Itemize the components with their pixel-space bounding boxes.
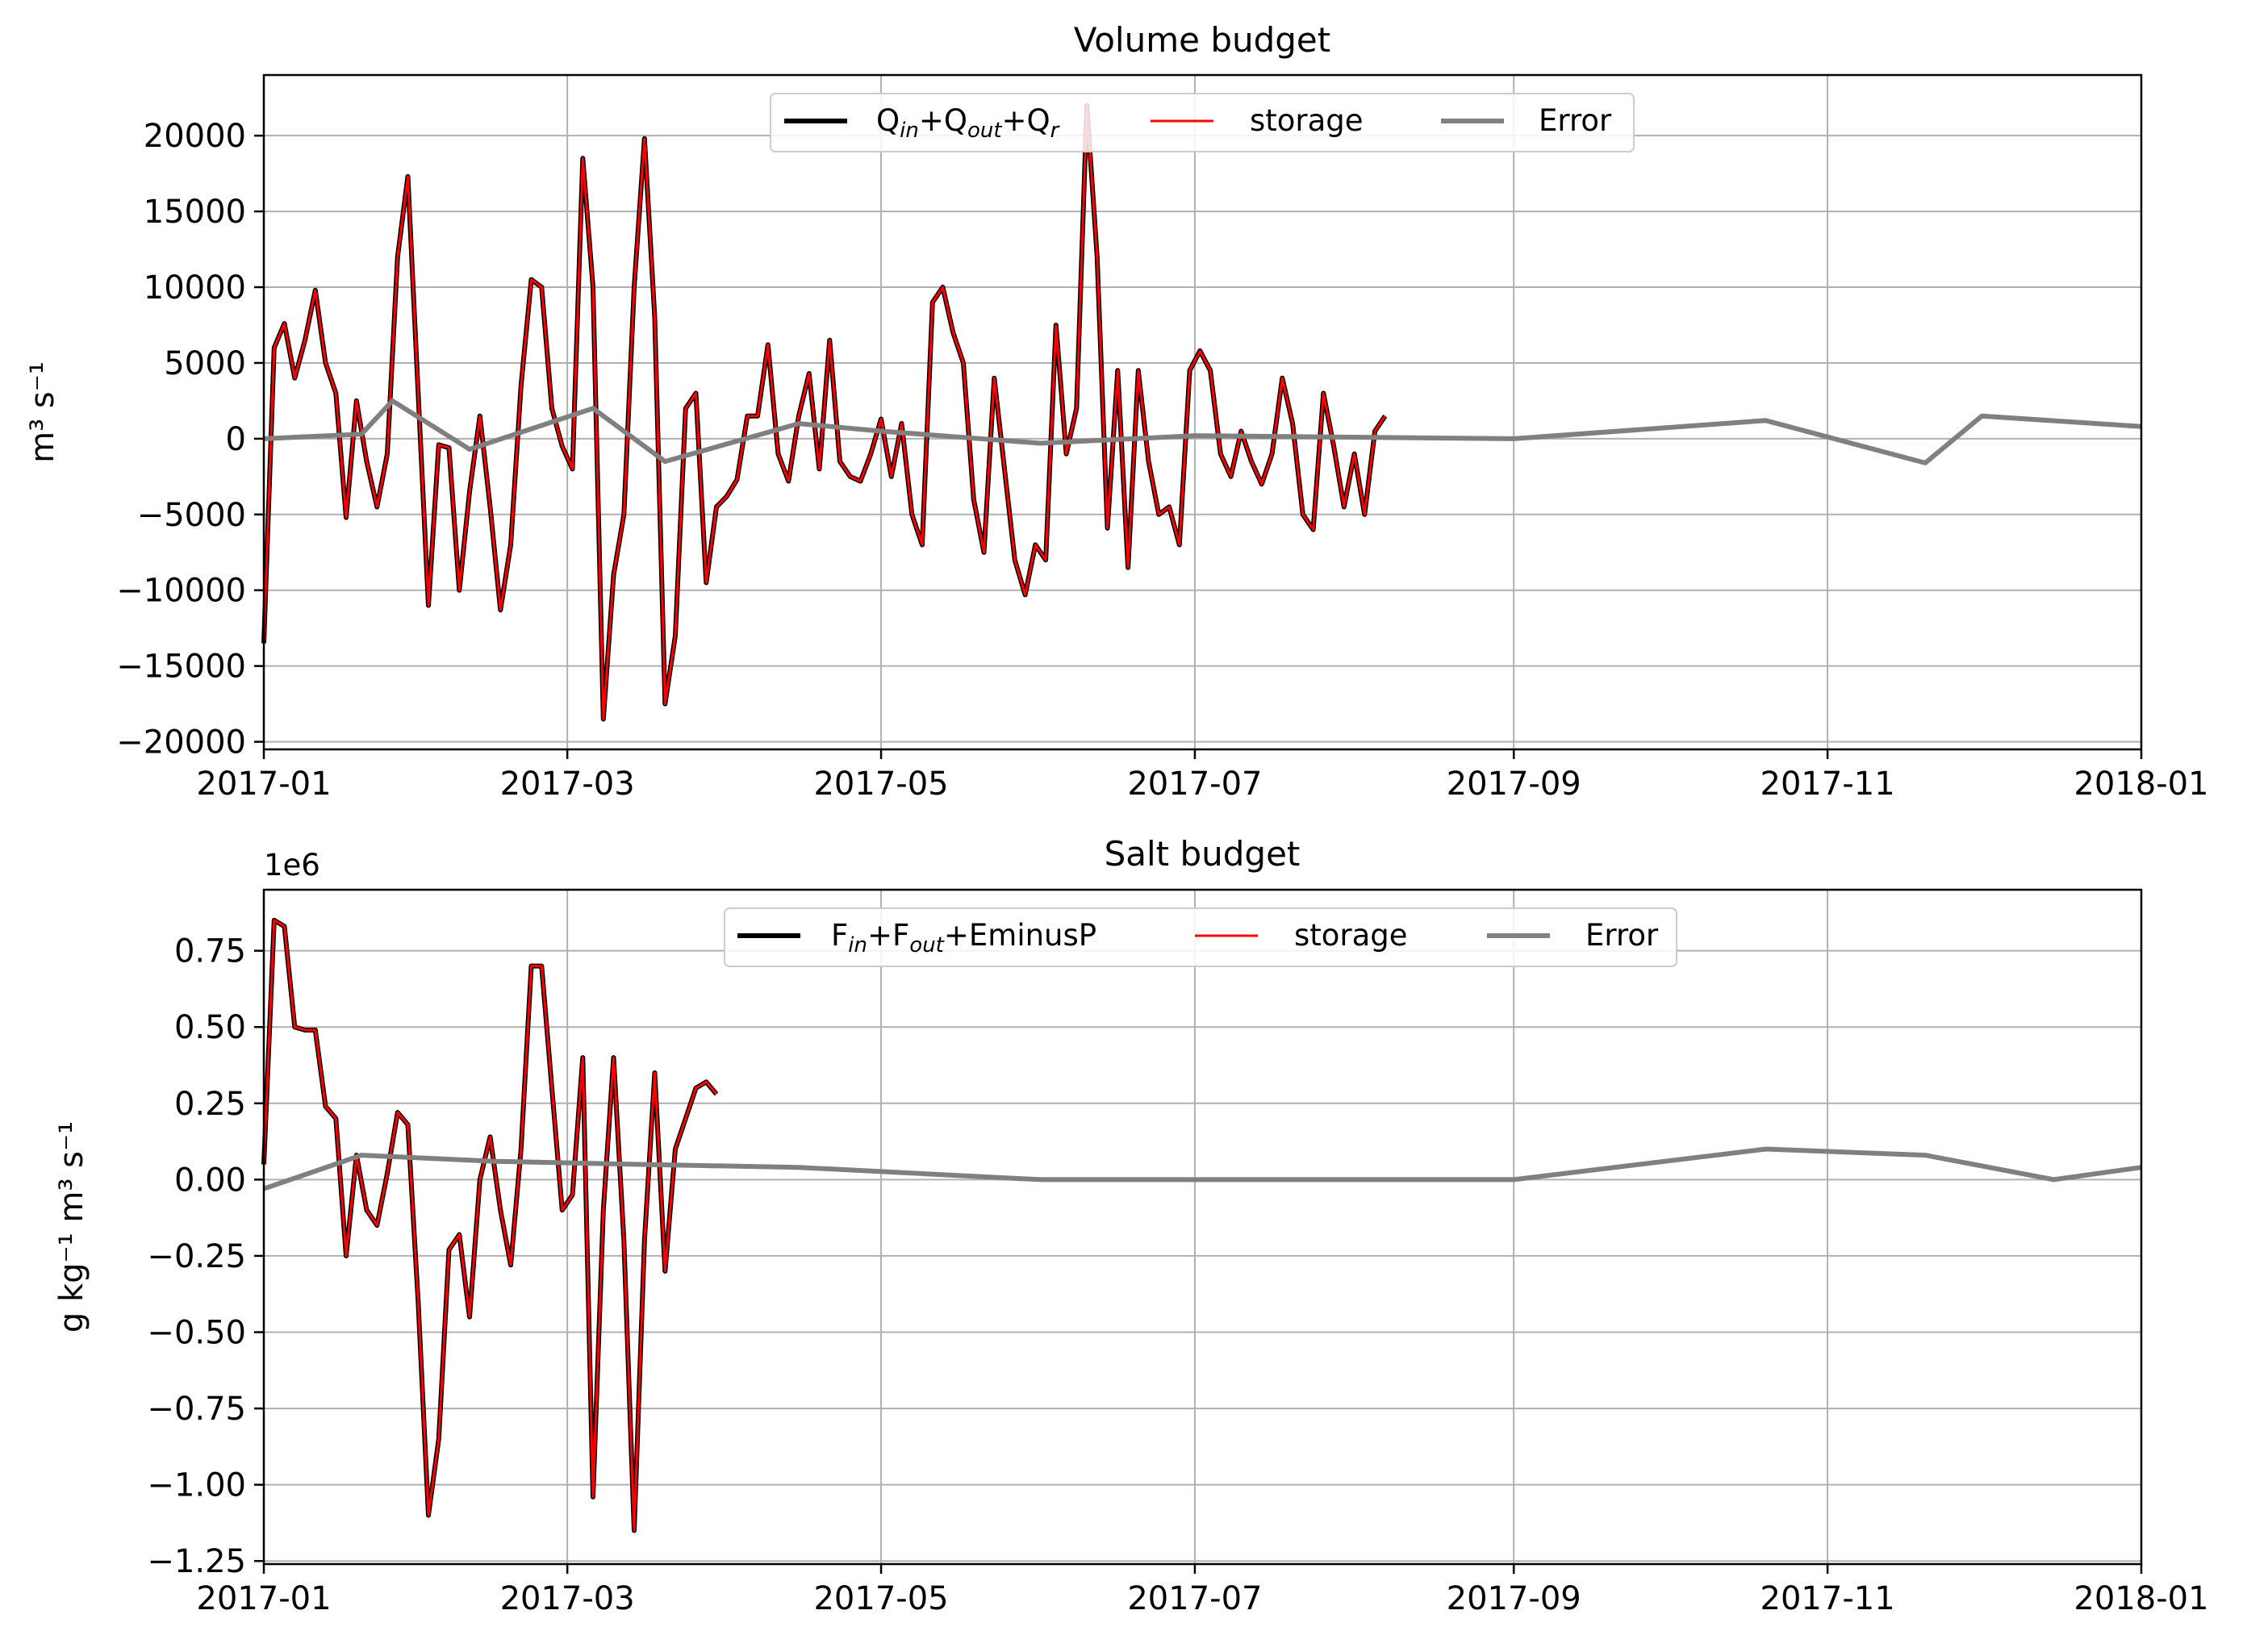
salt-ytick-label: −0.50 [147, 1315, 246, 1352]
salt-legend: Fin+Fout+EminusP storage Error [724, 907, 1677, 967]
volume-ytick-label: 15000 [144, 194, 246, 231]
salt-ytick-label: −1.00 [147, 1467, 246, 1504]
salt-series-storage [262, 919, 718, 1532]
volume-gridlines [263, 75, 2142, 749]
salt-ytick-label: −0.25 [147, 1238, 246, 1275]
salt-series-error [263, 1146, 2142, 1191]
salt-ytick-label: −1.25 [147, 1543, 246, 1580]
salt-xtick-label: 2017-07 [1127, 1580, 1262, 1617]
salt-gridlines [263, 890, 2142, 1564]
salt-xtick-label: 2017-05 [813, 1580, 948, 1617]
salt-xtick-label: 2017-09 [1447, 1580, 1581, 1617]
volume-legend-label-storage: storage [1250, 103, 1364, 138]
volume-y-axis-label: m³ s⁻¹ [24, 361, 61, 463]
salt-legend-label-storage: storage [1294, 918, 1408, 953]
salt-xtick-label: 2018-01 [2074, 1580, 2208, 1617]
salt-title: Salt budget [1105, 834, 1301, 874]
volume-xtick-label: 2017-05 [813, 766, 948, 803]
volume-ytick-label: 10000 [144, 269, 246, 307]
volume-y-ticks: −20000 −15000 −10000 −5000 0 5000 10000 15000 20… [116, 118, 264, 761]
salt-panel: Salt budget 1e6 −1.25 −1.00 −0.75 −0.50 −0.2… [53, 834, 2209, 1617]
volume-ytick-label: −5000 [137, 497, 246, 534]
volume-series-error [263, 398, 2142, 465]
salt-y-axis-label: g kg⁻¹ m³ s⁻¹ [53, 1121, 90, 1333]
salt-xtick-label: 2017-01 [196, 1580, 331, 1617]
volume-series-storage [262, 104, 1387, 720]
volume-ytick-label: −15000 [116, 649, 246, 686]
volume-ytick-label: 20000 [144, 118, 246, 155]
volume-xtick-label: 2017-11 [1760, 766, 1895, 803]
volume-ytick-label: 5000 [164, 345, 246, 382]
volume-xtick-label: 2018-01 [2074, 766, 2208, 803]
volume-ytick-label: −10000 [116, 573, 246, 610]
salt-x-ticks: 2017-01 2017-03 2017-05 2017-07 2017-09 2017-… [196, 1564, 2209, 1617]
volume-xtick-label: 2017-07 [1127, 766, 1262, 803]
volume-legend: Qin+Qout+Qr storage Error [770, 93, 1635, 152]
volume-ytick-label: 0 [226, 421, 246, 458]
volume-legend-label-combined: Qin+Qout+Qr [876, 103, 1061, 143]
volume-axes-frame [262, 73, 2143, 751]
volume-panel: Volume budget −20000 −15000 −10000 −5000 0 50… [24, 20, 2209, 803]
salt-offset-label: 1e6 [264, 848, 320, 882]
volume-series-group [261, 102, 2142, 722]
salt-ytick-label: 0.25 [174, 1086, 246, 1123]
volume-x-ticks: 2017-01 2017-03 2017-05 2017-07 2017-09 2017-… [196, 749, 2209, 803]
salt-legend-box [724, 907, 1677, 967]
volume-legend-label-error: Error [1539, 103, 1612, 138]
salt-ytick-label: 0.50 [174, 1009, 246, 1046]
salt-ytick-label: 0.75 [174, 933, 246, 970]
salt-xtick-label: 2017-11 [1760, 1580, 1895, 1617]
salt-legend-label-error: Error [1585, 918, 1659, 953]
volume-xtick-label: 2017-03 [500, 766, 635, 803]
salt-ytick-label: 0.00 [174, 1162, 246, 1199]
volume-legend-box [770, 93, 1635, 152]
salt-axes-frame [262, 888, 2143, 1566]
volume-ytick-label: −20000 [116, 724, 246, 761]
salt-legend-label-combined: Fin+Fout+EminusP [831, 918, 1096, 957]
salt-y-ticks: −1.25 −1.00 −0.75 −0.50 −0.25 0.00 0.25 0.50 0.7… [147, 933, 264, 1580]
salt-series-combined [261, 917, 719, 1533]
salt-series-group [261, 917, 2142, 1533]
volume-xtick-label: 2017-01 [196, 766, 331, 803]
volume-title: Volume budget [1074, 20, 1330, 60]
volume-xtick-label: 2017-09 [1447, 766, 1581, 803]
salt-ytick-label: −0.75 [147, 1391, 246, 1428]
salt-xtick-label: 2017-03 [500, 1580, 635, 1617]
